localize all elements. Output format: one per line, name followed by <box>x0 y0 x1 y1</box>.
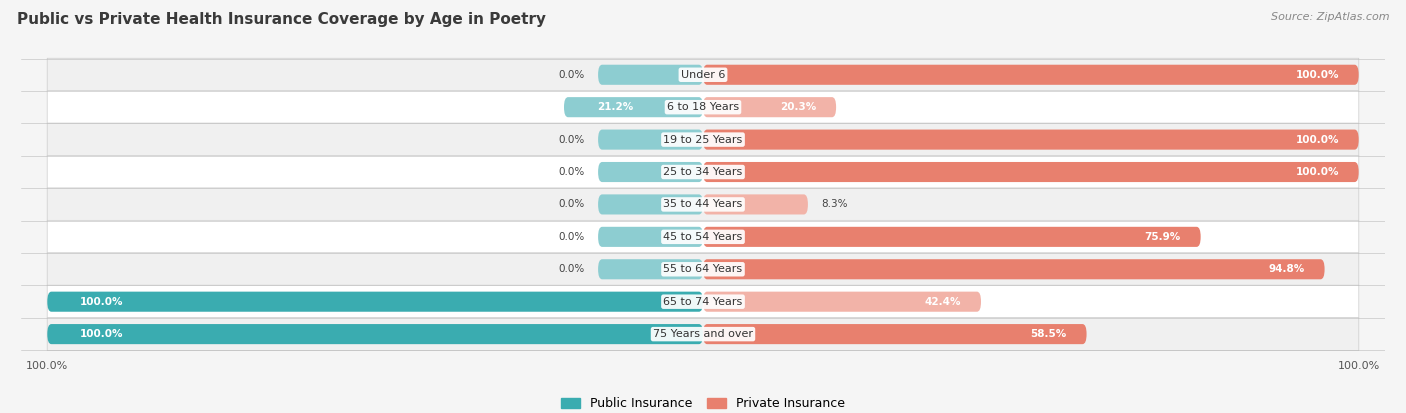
FancyBboxPatch shape <box>703 324 1087 344</box>
Text: 75.9%: 75.9% <box>1144 232 1181 242</box>
Text: Source: ZipAtlas.com: Source: ZipAtlas.com <box>1271 12 1389 22</box>
FancyBboxPatch shape <box>48 324 703 344</box>
FancyBboxPatch shape <box>703 97 837 117</box>
Text: 100.0%: 100.0% <box>80 329 124 339</box>
Text: 20.3%: 20.3% <box>780 102 817 112</box>
Text: 100.0%: 100.0% <box>80 297 124 307</box>
Text: 65 to 74 Years: 65 to 74 Years <box>664 297 742 307</box>
FancyBboxPatch shape <box>598 162 703 182</box>
Text: 21.2%: 21.2% <box>596 102 633 112</box>
Legend: Public Insurance, Private Insurance: Public Insurance, Private Insurance <box>555 392 851 413</box>
FancyBboxPatch shape <box>598 259 703 279</box>
Text: 8.3%: 8.3% <box>821 199 848 209</box>
FancyBboxPatch shape <box>598 195 703 214</box>
FancyBboxPatch shape <box>48 90 1358 124</box>
FancyBboxPatch shape <box>48 220 1358 254</box>
Text: 0.0%: 0.0% <box>558 199 585 209</box>
FancyBboxPatch shape <box>703 227 1201 247</box>
FancyBboxPatch shape <box>703 195 808 214</box>
Text: 25 to 34 Years: 25 to 34 Years <box>664 167 742 177</box>
Text: 75 Years and over: 75 Years and over <box>652 329 754 339</box>
Text: 55 to 64 Years: 55 to 64 Years <box>664 264 742 274</box>
Text: 100.0%: 100.0% <box>1295 135 1339 145</box>
FancyBboxPatch shape <box>48 188 1358 221</box>
FancyBboxPatch shape <box>703 292 981 312</box>
Text: Under 6: Under 6 <box>681 70 725 80</box>
FancyBboxPatch shape <box>703 65 1358 85</box>
Text: 0.0%: 0.0% <box>558 70 585 80</box>
Text: 0.0%: 0.0% <box>558 167 585 177</box>
FancyBboxPatch shape <box>48 253 1358 286</box>
Text: 35 to 44 Years: 35 to 44 Years <box>664 199 742 209</box>
Text: 100.0%: 100.0% <box>1295 70 1339 80</box>
Text: 100.0%: 100.0% <box>1295 167 1339 177</box>
Text: 42.4%: 42.4% <box>925 297 962 307</box>
FancyBboxPatch shape <box>703 162 1358 182</box>
Text: 6 to 18 Years: 6 to 18 Years <box>666 102 740 112</box>
FancyBboxPatch shape <box>48 155 1358 189</box>
FancyBboxPatch shape <box>703 130 1358 150</box>
Text: 45 to 54 Years: 45 to 54 Years <box>664 232 742 242</box>
FancyBboxPatch shape <box>48 123 1358 156</box>
Text: 0.0%: 0.0% <box>558 135 585 145</box>
Text: 0.0%: 0.0% <box>558 264 585 274</box>
FancyBboxPatch shape <box>48 318 1358 351</box>
Text: 0.0%: 0.0% <box>558 232 585 242</box>
FancyBboxPatch shape <box>598 227 703 247</box>
FancyBboxPatch shape <box>48 285 1358 318</box>
FancyBboxPatch shape <box>703 259 1324 279</box>
Text: 58.5%: 58.5% <box>1031 329 1067 339</box>
FancyBboxPatch shape <box>564 97 703 117</box>
FancyBboxPatch shape <box>48 292 703 312</box>
Text: 94.8%: 94.8% <box>1268 264 1305 274</box>
Text: 19 to 25 Years: 19 to 25 Years <box>664 135 742 145</box>
FancyBboxPatch shape <box>598 65 703 85</box>
Text: Public vs Private Health Insurance Coverage by Age in Poetry: Public vs Private Health Insurance Cover… <box>17 12 546 27</box>
FancyBboxPatch shape <box>48 58 1358 91</box>
FancyBboxPatch shape <box>598 130 703 150</box>
